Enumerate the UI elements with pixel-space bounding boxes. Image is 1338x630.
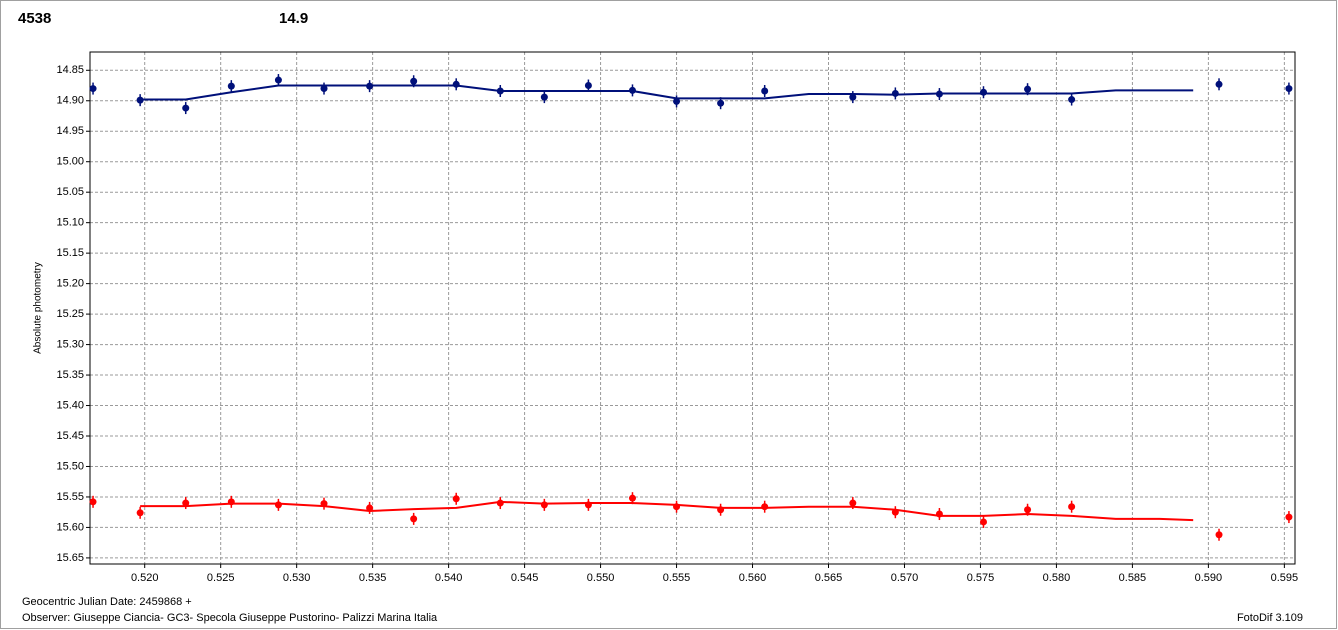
x-tick-label: 0.585 <box>1119 572 1147 584</box>
point-dot <box>761 87 769 95</box>
y-tick-label: 15.15 <box>56 247 84 259</box>
y-tick-label: 15.65 <box>56 552 84 564</box>
data-point <box>761 85 769 98</box>
x-tick-label: 0.595 <box>1271 572 1299 584</box>
data-point <box>274 74 282 87</box>
point-dot <box>410 77 418 85</box>
x-tick-label: 0.550 <box>587 572 615 584</box>
point-dot <box>628 494 636 502</box>
data-point <box>540 91 548 104</box>
y-tick-label: 15.40 <box>56 399 84 411</box>
point-dot <box>1068 503 1076 511</box>
point-dot <box>410 515 418 523</box>
data-point <box>452 492 460 505</box>
y-tick-label: 15.35 <box>56 369 84 381</box>
data-point <box>136 506 144 519</box>
point-dot <box>227 82 235 90</box>
data-point <box>1215 528 1223 541</box>
x-tick-label: 0.560 <box>739 572 767 584</box>
point-dot <box>182 499 190 507</box>
x-tick-label: 0.575 <box>967 572 995 584</box>
series-line <box>140 500 1194 522</box>
data-point <box>227 80 235 93</box>
point-dot <box>1285 513 1293 521</box>
point-dot <box>274 501 282 509</box>
y-tick-label: 14.90 <box>56 95 84 107</box>
x-tick-label: 0.580 <box>1043 572 1071 584</box>
point-dot <box>979 88 987 96</box>
series-line <box>140 84 1194 101</box>
data-point <box>1285 82 1293 95</box>
y-tick-label: 15.30 <box>56 338 84 350</box>
data-point <box>1215 78 1223 91</box>
point-dot <box>452 495 460 503</box>
data-point <box>1068 93 1076 106</box>
plot-border <box>89 51 1296 565</box>
y-tick-label: 14.85 <box>56 64 84 76</box>
annotation: Observer: Giuseppe Ciancia- GC3- Specola… <box>22 612 438 624</box>
point-dot <box>849 93 857 101</box>
point-dot <box>584 82 592 90</box>
point-dot <box>89 498 97 506</box>
y-tick-label: 15.50 <box>56 460 84 472</box>
point-dot <box>136 509 144 517</box>
y-axis-label: Absolute photometry <box>33 262 44 354</box>
data-point <box>89 495 97 508</box>
data-point <box>89 82 97 95</box>
point-dot <box>849 499 857 507</box>
y-tick-label: 15.45 <box>56 430 84 442</box>
point-dot <box>1215 80 1223 88</box>
point-dot <box>1215 531 1223 539</box>
x-tick-label: 0.540 <box>435 572 463 584</box>
data-point <box>1068 500 1076 513</box>
annotation: FotoDif 3.109 <box>1237 612 1303 624</box>
y-tick-label: 14.95 <box>56 125 84 137</box>
x-tick-label: 0.530 <box>283 572 311 584</box>
y-tick-label: 15.25 <box>56 308 84 320</box>
point-dot <box>1024 506 1032 514</box>
point-dot <box>891 89 899 97</box>
y-tick-label: 15.10 <box>56 217 84 229</box>
point-dot <box>761 503 769 511</box>
point-dot <box>673 97 681 105</box>
annotation: Geocentric Julian Date: 2459868 + <box>22 596 192 608</box>
y-tick-label: 15.55 <box>56 491 84 503</box>
point-dot <box>366 504 374 512</box>
y-tick-label: 15.60 <box>56 521 84 533</box>
point-dot <box>1285 85 1293 93</box>
x-tick-label: 0.570 <box>891 572 919 584</box>
y-tick-label: 15.05 <box>56 186 84 198</box>
x-tick-label: 0.525 <box>207 572 235 584</box>
y-tick-label: 15.20 <box>56 278 84 290</box>
x-tick-label: 0.520 <box>131 572 159 584</box>
point-dot <box>540 93 548 101</box>
x-tick-label: 0.535 <box>359 572 387 584</box>
point-dot <box>979 518 987 526</box>
point-dot <box>540 501 548 509</box>
point-dot <box>717 99 725 107</box>
point-dot <box>1024 85 1032 93</box>
point-dot <box>182 104 190 112</box>
point-dot <box>89 85 97 93</box>
data-point <box>1285 511 1293 524</box>
x-tick-label: 0.565 <box>815 572 843 584</box>
point-dot <box>274 76 282 84</box>
point-dot <box>320 85 328 93</box>
data-point <box>979 515 987 528</box>
annotation: 14.9 <box>279 10 308 27</box>
x-tick-label: 0.555 <box>663 572 691 584</box>
y-tick-label: 15.00 <box>56 156 84 168</box>
plot-area <box>89 51 1296 565</box>
x-tick-label: 0.590 <box>1195 572 1223 584</box>
point-dot <box>1068 96 1076 104</box>
data-point <box>410 512 418 525</box>
annotation: 4538 <box>18 10 51 27</box>
data-point <box>182 102 190 115</box>
data-point <box>584 79 592 92</box>
x-tick-label: 0.545 <box>511 572 539 584</box>
